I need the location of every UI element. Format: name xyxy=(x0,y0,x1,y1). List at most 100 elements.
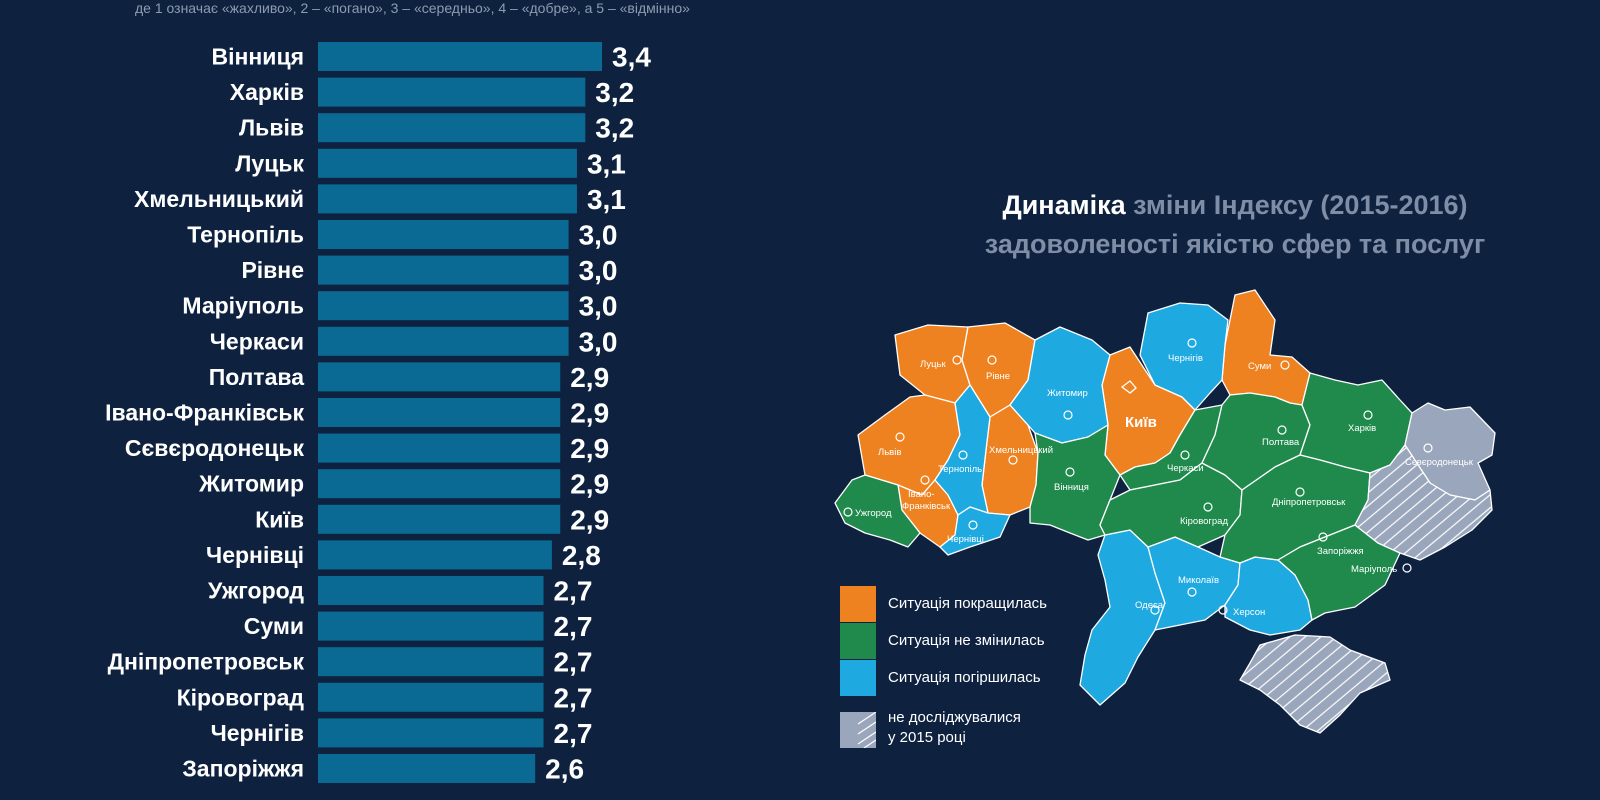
dot-mariupol xyxy=(1402,563,1412,573)
category-label-19: Чернігів xyxy=(211,720,304,746)
value-label-8: 3,0 xyxy=(579,326,618,357)
label-dnipropetrovsk: Дніпропетровськ xyxy=(1272,497,1346,508)
label-lutsk: Луцьк xyxy=(920,359,946,370)
category-label-12: Житомир xyxy=(198,471,304,497)
dot-lviv xyxy=(895,432,905,442)
label-kyiv: Київ xyxy=(1125,414,1157,431)
label-ivano-frankivsk-2: Франківськ xyxy=(902,501,951,512)
map-title-part2: зміни Індексу (2015-2016) xyxy=(1133,190,1468,220)
value-label-5: 3,0 xyxy=(579,220,618,251)
legend-label-not-studied-2: у 2015 році xyxy=(888,729,966,746)
value-label-4: 3,1 xyxy=(587,184,626,215)
value-label-12: 2,9 xyxy=(570,469,609,500)
legend-label-worsened: Ситуація погіршилась xyxy=(888,669,1041,686)
bar-chart: Вінниця 3,4 Харків 3,2 Львів 3,2 Луцьк 3,1 Хмель… xyxy=(105,42,651,785)
label-khmelnytskyi: Хмельницький xyxy=(989,445,1053,456)
legend-label-not-studied-1: не досліджувалися xyxy=(888,709,1021,726)
bar-9 xyxy=(318,362,561,392)
label-odesa: Одеса xyxy=(1135,600,1164,611)
bar-16 xyxy=(318,611,544,641)
category-label-6: Рівне xyxy=(241,257,304,283)
category-label-4: Хмельницький xyxy=(134,186,304,212)
label-zhytomyr: Житомир xyxy=(1047,388,1088,399)
city-dots xyxy=(843,338,1433,615)
bar-10 xyxy=(318,398,561,427)
label-mykolaiv: Миколаїв xyxy=(1178,575,1219,586)
value-label-20: 2,6 xyxy=(545,754,584,785)
category-label-13: Київ xyxy=(255,506,304,532)
legend-swatch-worsened xyxy=(840,660,876,696)
dot-cherkasy xyxy=(1180,450,1190,460)
value-label-1: 3,2 xyxy=(595,77,634,108)
dot-kharkiv xyxy=(1363,410,1373,420)
dot-sumy xyxy=(1280,360,1290,370)
label-lviv: Львів xyxy=(878,447,901,458)
bar-3 xyxy=(318,148,577,178)
ukraine-map: Луцьк Рівне Житомир Чернігів Суми Львів … xyxy=(834,289,1496,734)
bar-12 xyxy=(318,469,561,499)
dot-rivne xyxy=(987,355,997,365)
label-ternopil: Тернопіль xyxy=(938,464,982,475)
bar-18 xyxy=(318,682,544,712)
dot-ivano-frankivsk xyxy=(920,475,930,485)
category-label-17: Дніпропетровськ xyxy=(108,649,305,675)
kyiv-city-marker xyxy=(1120,380,1137,394)
category-label-5: Тернопіль xyxy=(187,222,304,248)
dot-sievierodonetsk xyxy=(1423,443,1433,453)
bar-2 xyxy=(318,113,586,143)
value-label-10: 2,9 xyxy=(570,398,609,429)
category-label-8: Черкаси xyxy=(210,328,304,354)
bar-1 xyxy=(318,77,586,107)
value-label-19: 2,7 xyxy=(554,718,593,749)
value-label-3: 3,1 xyxy=(587,148,626,179)
bar-4 xyxy=(318,184,577,214)
value-label-13: 2,9 xyxy=(570,504,609,535)
value-label-11: 2,9 xyxy=(570,433,609,464)
label-kharkiv: Харків xyxy=(1348,423,1376,434)
category-label-2: Львів xyxy=(239,115,304,141)
value-label-6: 3,0 xyxy=(579,255,618,286)
dot-mykolaiv xyxy=(1187,587,1197,597)
bar-7 xyxy=(318,291,569,321)
value-label-14: 2,8 xyxy=(562,540,601,571)
bar-11 xyxy=(318,433,561,463)
dot-poltava xyxy=(1277,425,1287,435)
dot-chernihiv xyxy=(1187,338,1197,348)
region-crimea xyxy=(1239,634,1391,734)
legend-swatch-not-studied xyxy=(840,712,876,748)
chart-subtitle: де 1 означає «жахливо», 2 – «погано», 3 … xyxy=(135,0,690,16)
category-label-10: Івано-Франківськ xyxy=(105,400,304,426)
label-cherkasy: Черкаси xyxy=(1167,463,1204,474)
value-label-2: 3,2 xyxy=(595,113,634,144)
bar-19 xyxy=(318,718,544,748)
value-label-16: 2,7 xyxy=(554,611,593,642)
label-chernivtsi: Чернівці xyxy=(947,534,984,545)
label-kherson: Херсон xyxy=(1233,607,1265,618)
legend-label-unchanged: Ситуація не змінилась xyxy=(888,632,1045,649)
label-chernihiv: Чернігів xyxy=(1168,353,1203,364)
category-label-9: Полтава xyxy=(209,364,305,390)
value-label-18: 2,7 xyxy=(554,682,593,713)
bar-20 xyxy=(318,754,536,783)
bar-8 xyxy=(318,326,569,356)
dot-lutsk xyxy=(952,355,962,365)
category-label-7: Маріуполь xyxy=(182,293,304,319)
region-chernihiv xyxy=(1139,302,1229,411)
bar-6 xyxy=(318,255,569,285)
category-label-20: Запоріжжя xyxy=(182,756,304,782)
value-label-15: 2,7 xyxy=(554,576,593,607)
category-label-15: Ужгород xyxy=(208,578,304,604)
bar-17 xyxy=(318,647,544,677)
label-uzhhorod: Ужгород xyxy=(855,508,892,519)
category-label-11: Сєвєродонецьк xyxy=(125,435,305,461)
label-sievierodonetsk: Сєвєродонецьк xyxy=(1405,457,1474,468)
dot-dnipropetrovsk xyxy=(1295,487,1305,497)
label-poltava: Полтава xyxy=(1262,437,1300,448)
category-label-14: Чернівці xyxy=(206,542,304,568)
legend-swatch-unchanged xyxy=(840,623,876,659)
dot-odesa xyxy=(1150,605,1160,615)
bar-14 xyxy=(318,540,552,570)
label-mariupol: Маріуполь xyxy=(1351,564,1397,575)
region-donetsk-hatched xyxy=(1354,444,1493,561)
category-label-16: Суми xyxy=(244,613,304,639)
